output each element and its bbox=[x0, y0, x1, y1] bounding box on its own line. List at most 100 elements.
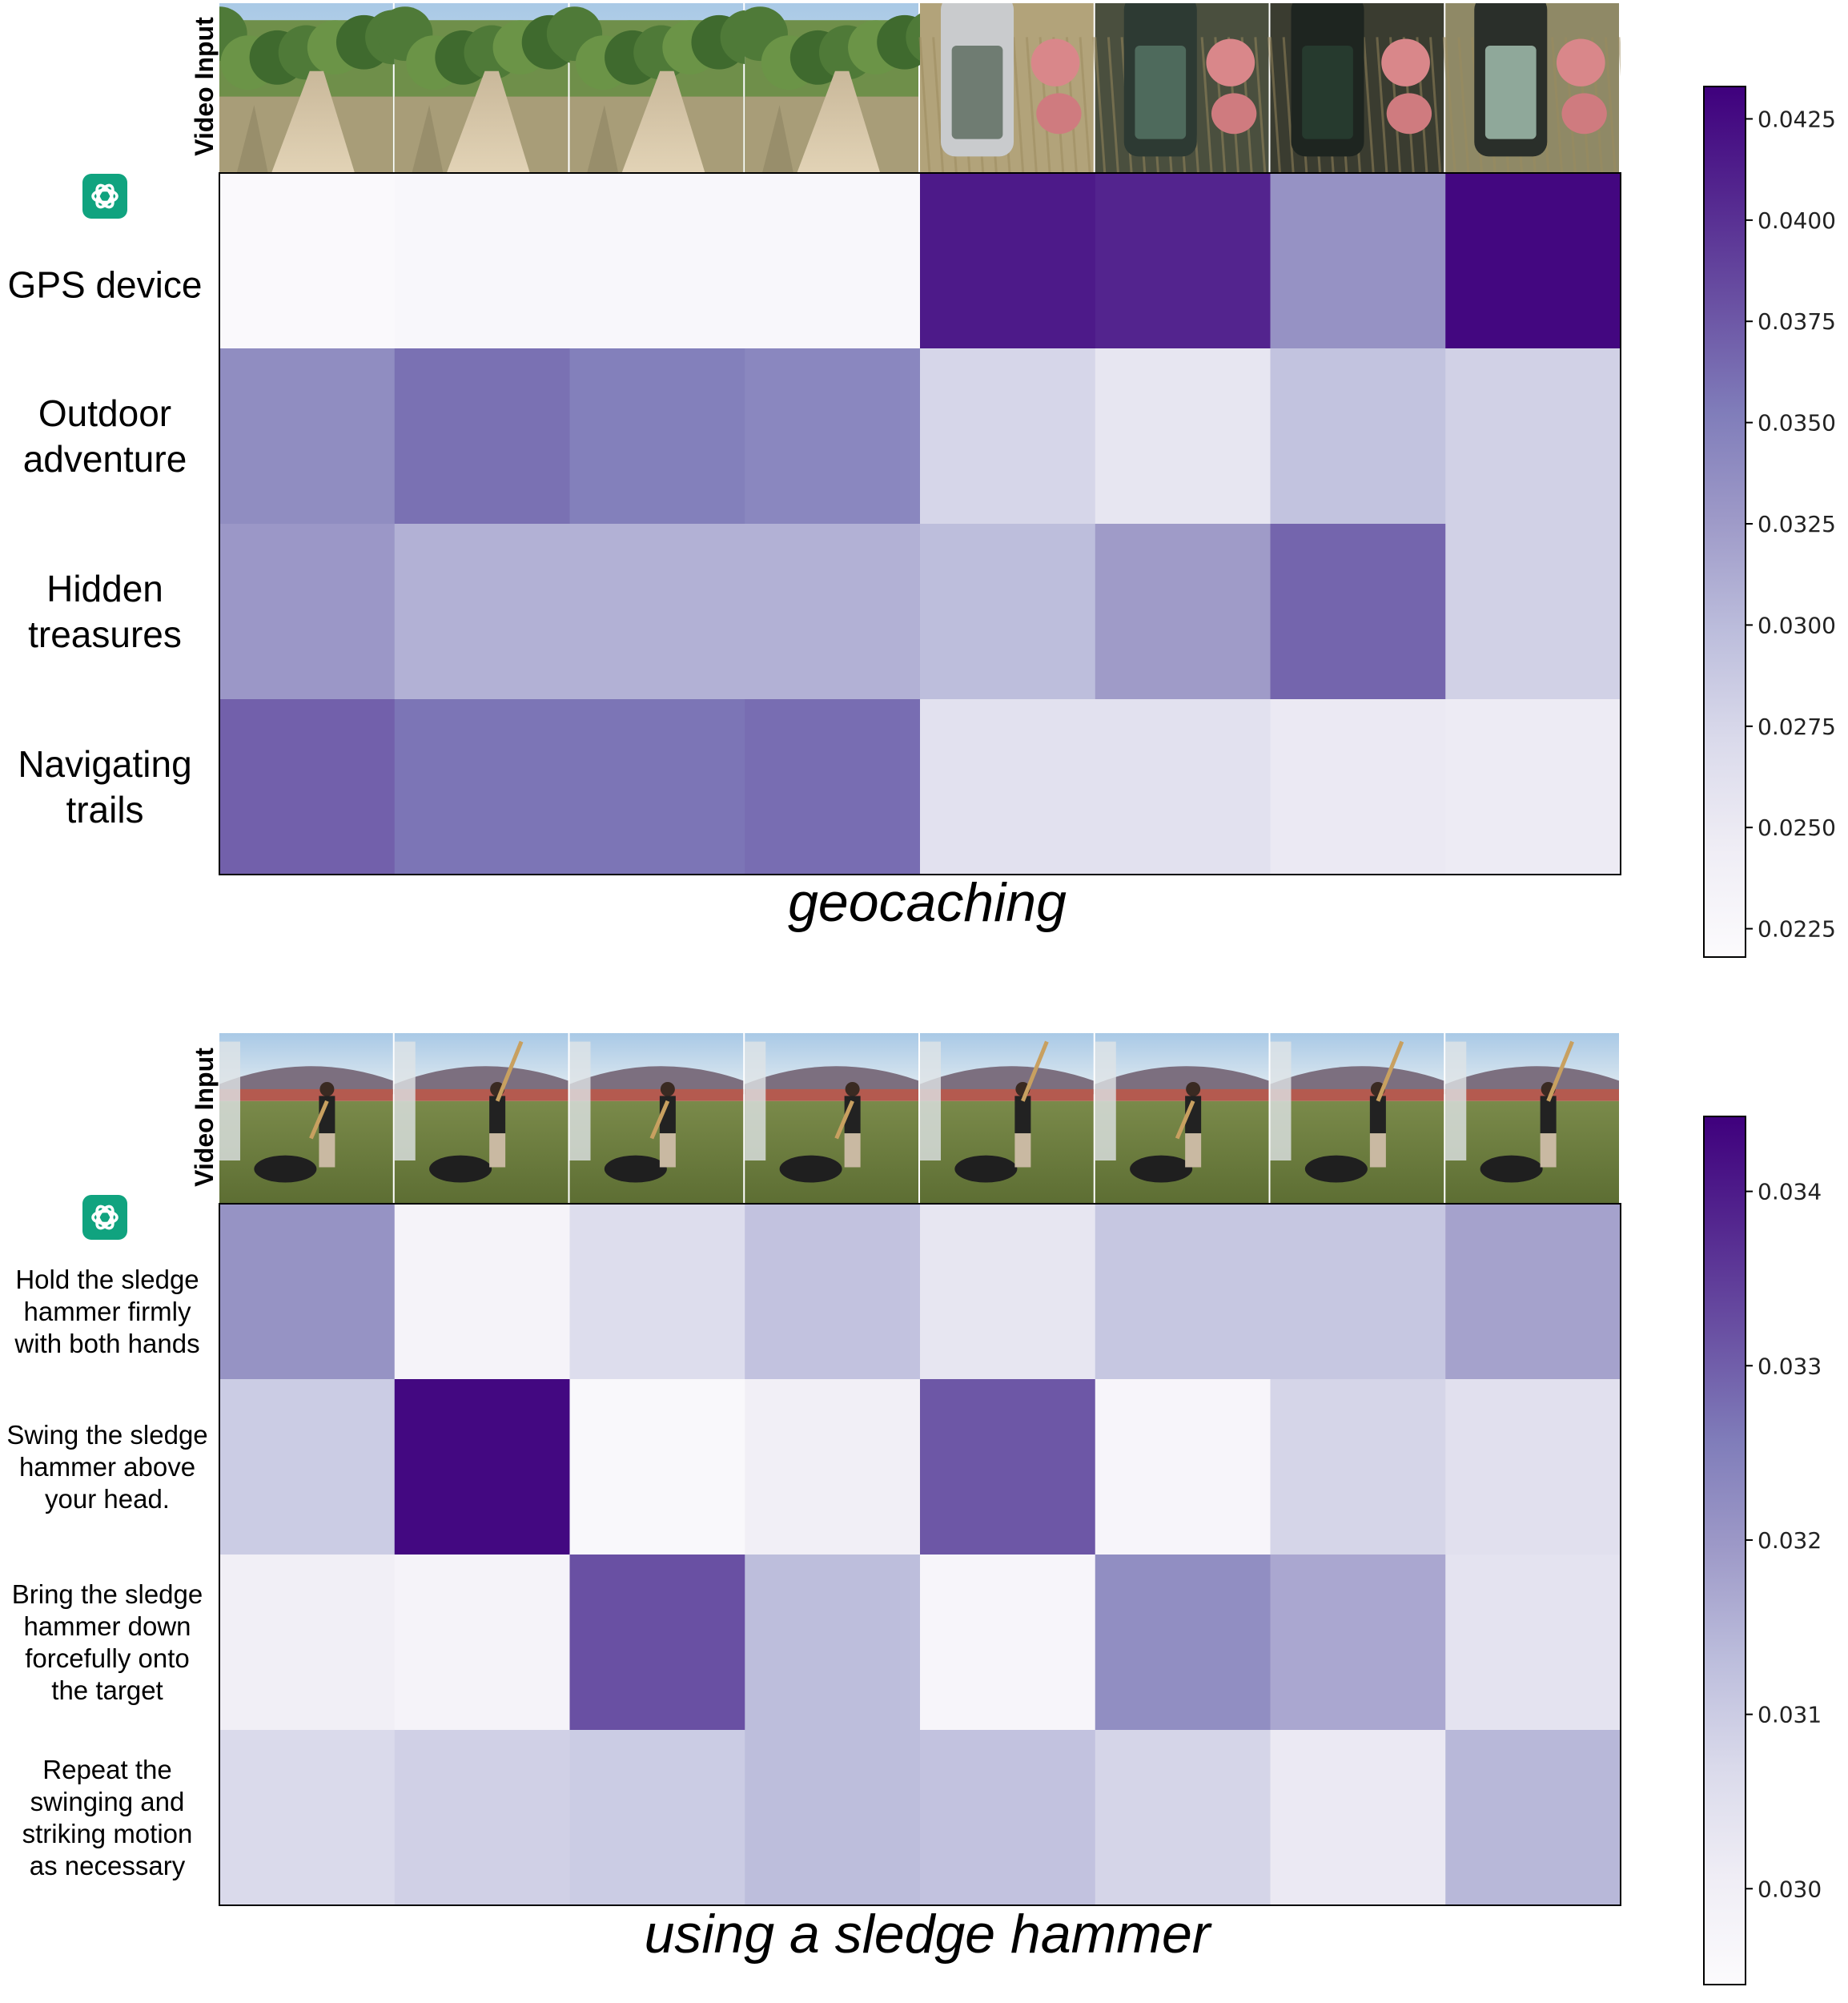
row-label-line: the target bbox=[51, 1675, 163, 1705]
row-label-line: Hidden bbox=[46, 568, 163, 609]
colorbar: 0.030 0.031 0.032 0.033 0.034 bbox=[1703, 1116, 1822, 1985]
video-frame-thumbnail bbox=[1094, 3, 1280, 173]
chatgpt-logo-icon bbox=[82, 1195, 127, 1240]
heatmap-frame bbox=[219, 172, 1621, 875]
heatmap-cell bbox=[394, 699, 571, 875]
colorbar-tick-label: 0.0425 bbox=[1758, 106, 1836, 132]
row-label: Hidden treasures bbox=[28, 568, 182, 655]
video-input-label: Video Input bbox=[190, 17, 219, 156]
row-labels: GPS device Outdoor adventure Hidden treasure… bbox=[8, 264, 203, 831]
colorbar-tick-label: 0.0300 bbox=[1758, 612, 1836, 638]
heatmap-cell bbox=[920, 1555, 1096, 1731]
heatmap-cell bbox=[219, 1730, 396, 1906]
row-label: Navigating trails bbox=[18, 743, 191, 831]
colorbar-tick-label: 0.0250 bbox=[1758, 814, 1836, 841]
colorbar-tick-label: 0.031 bbox=[1758, 1702, 1822, 1728]
row-label-line: with both hands bbox=[14, 1329, 199, 1358]
video-frame-thumbnail bbox=[1269, 3, 1455, 173]
chart-caption: geocaching bbox=[788, 872, 1067, 933]
heatmap-cell bbox=[745, 1730, 921, 1906]
row-label-line: hammer firmly bbox=[23, 1297, 191, 1326]
heatmap-cell bbox=[1270, 699, 1446, 875]
heatmap-cell bbox=[745, 1379, 921, 1555]
heatmap-cell bbox=[1445, 1555, 1621, 1731]
video-frame-thumbnail bbox=[219, 3, 421, 173]
heatmap-cell bbox=[569, 348, 745, 525]
heatmap-cell bbox=[745, 173, 921, 349]
row-label-line: hammer above bbox=[19, 1452, 195, 1482]
heatmap-cell bbox=[219, 1204, 396, 1380]
heatmap-cell bbox=[394, 348, 571, 525]
heatmap-cell bbox=[219, 1555, 396, 1731]
row-label: Hold the sledge hammer firmly with both ha… bbox=[14, 1265, 199, 1358]
colorbar: 0.0225 0.0250 0.0275 0.0300 0.0325 0.0350 0.03… bbox=[1703, 86, 1836, 958]
heatmap-cell bbox=[1445, 173, 1621, 349]
row-label: Repeat the swinging and striking motion as … bbox=[22, 1755, 193, 1880]
row-labels: Hold the sledge hammer firmly with both ha… bbox=[6, 1265, 207, 1880]
heatmap-cell bbox=[219, 348, 396, 525]
row-label: Swing the sledge hammer above your head. bbox=[6, 1420, 207, 1514]
row-label-line: trails bbox=[66, 789, 143, 831]
row-label-line: adventure bbox=[23, 438, 187, 480]
heatmap-cell bbox=[920, 699, 1096, 875]
heatmap-cell bbox=[1095, 1379, 1272, 1555]
colorbar-tick-label: 0.032 bbox=[1758, 1527, 1822, 1554]
heatmap-cell bbox=[1445, 699, 1621, 875]
heatmap-cell bbox=[920, 348, 1096, 525]
heatmap-cell bbox=[1445, 348, 1621, 525]
heatmap-cell bbox=[745, 699, 921, 875]
heatmap-cell bbox=[1445, 1730, 1621, 1906]
heatmap-cell bbox=[569, 1204, 745, 1380]
row-label-line: forcefully onto bbox=[25, 1643, 189, 1673]
colorbar-tick-label: 0.0325 bbox=[1758, 511, 1836, 537]
heatmap-cell bbox=[394, 1204, 571, 1380]
heatmap-cell bbox=[1095, 1204, 1272, 1380]
colorbar-tick-label: 0.033 bbox=[1758, 1353, 1822, 1379]
video-frame-thumbnail bbox=[1095, 1033, 1269, 1203]
row-label-line: Navigating bbox=[18, 743, 191, 785]
row-label-line: GPS device bbox=[8, 264, 203, 306]
row-label-line: Outdoor bbox=[38, 392, 171, 434]
frames-strip bbox=[219, 1033, 1619, 1203]
colorbar-tick-label: 0.0350 bbox=[1758, 410, 1836, 436]
row-label-line: your head. bbox=[45, 1484, 170, 1514]
video-frame-thumbnail bbox=[219, 1033, 393, 1203]
row-label: Outdoor adventure bbox=[23, 392, 187, 480]
heatmap-cell bbox=[920, 1379, 1096, 1555]
row-label-line: treasures bbox=[28, 613, 182, 655]
heatmap-cell bbox=[219, 173, 396, 349]
heatmap-cell bbox=[1095, 173, 1272, 349]
row-label-line: Bring the sledge bbox=[12, 1579, 203, 1609]
heatmap-cell bbox=[1445, 1204, 1621, 1380]
heatmap-cell bbox=[394, 524, 571, 700]
heatmap-cell bbox=[1095, 524, 1272, 700]
heatmap-cell bbox=[1270, 173, 1446, 349]
colorbar-gradient bbox=[1703, 1116, 1746, 1985]
row-label-line: Swing the sledge bbox=[6, 1420, 207, 1450]
colorbar-tick-label: 0.0375 bbox=[1758, 308, 1836, 335]
row-label-line: Hold the sledge bbox=[15, 1265, 199, 1294]
heatmap-cell bbox=[920, 1204, 1096, 1380]
panel-sledge-hammer: Video Input Hold the sledge hammer firmly… bbox=[6, 1033, 1822, 1985]
heatmap-cell bbox=[1095, 1730, 1272, 1906]
colorbar-tick-label: 0.030 bbox=[1758, 1876, 1822, 1902]
heatmap-cell bbox=[1095, 1555, 1272, 1731]
heatmap-cell bbox=[569, 699, 745, 875]
heatmap-cell bbox=[1095, 699, 1272, 875]
video-frame-thumbnail bbox=[394, 1033, 568, 1203]
chart-caption: using a sledge hammer bbox=[645, 1904, 1212, 1965]
heatmap-cell bbox=[745, 524, 921, 700]
heatmap-cell bbox=[920, 524, 1096, 700]
heatmap-frame bbox=[219, 1203, 1621, 1906]
video-input-label: Video Input bbox=[190, 1048, 219, 1187]
heatmap-cell bbox=[394, 173, 571, 349]
video-frame-thumbnail bbox=[918, 3, 1105, 173]
heatmap-cell bbox=[920, 173, 1096, 349]
heatmap-cell bbox=[1270, 1204, 1446, 1380]
heatmap-cell bbox=[219, 699, 396, 875]
chatgpt-logo-icon bbox=[82, 174, 127, 219]
heatmap-cell bbox=[1270, 524, 1446, 700]
heatmap-cell bbox=[219, 1379, 396, 1555]
heatmap-cell bbox=[219, 524, 396, 700]
row-label-line: as necessary bbox=[30, 1851, 186, 1880]
